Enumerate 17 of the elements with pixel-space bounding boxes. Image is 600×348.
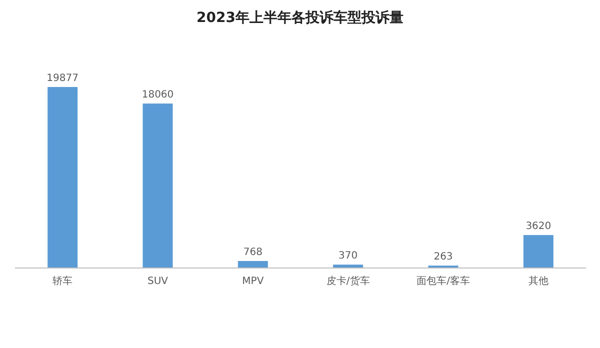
bar: [238, 261, 268, 268]
x-tick-label: 其他: [528, 275, 548, 287]
x-tick-label: SUV: [147, 276, 168, 287]
x-tick-label: 面包车/客车: [416, 275, 470, 287]
data-label: 19877: [46, 73, 78, 84]
x-tick-label: MPV: [242, 276, 264, 287]
bar: [523, 235, 554, 268]
data-label: 370: [338, 250, 358, 262]
chart-title: 2023年上半年各投诉车型投诉量: [196, 9, 404, 26]
x-tick-label: 皮卡/货车: [326, 275, 370, 287]
x-tick-label: 轿车: [52, 275, 73, 287]
bar: [142, 104, 173, 268]
data-label: 18060: [142, 90, 174, 101]
data-label: 263: [434, 252, 453, 263]
data-label: 3620: [526, 221, 552, 232]
bar: [48, 87, 78, 268]
data-label: 768: [243, 247, 262, 258]
